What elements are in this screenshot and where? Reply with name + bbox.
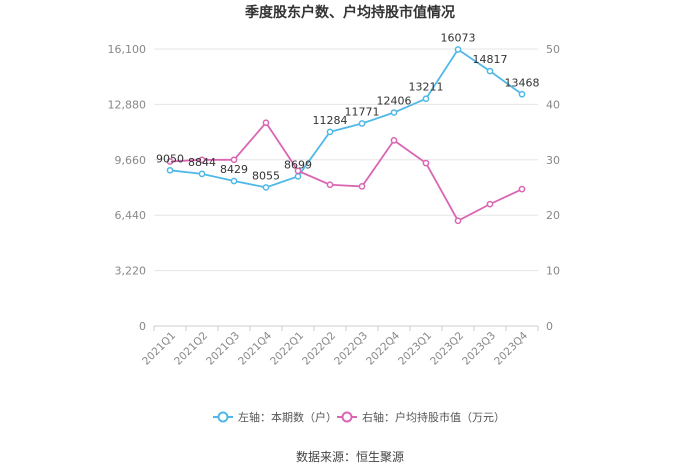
x-tick-label: 2023Q4 — [492, 329, 530, 367]
data-label: 8699 — [284, 158, 312, 171]
x-axis: 2021Q12021Q22021Q32021Q42022Q12022Q22022… — [140, 325, 539, 368]
data-point[interactable] — [262, 184, 270, 191]
legend-marker-icon — [217, 411, 229, 423]
data-point[interactable] — [166, 158, 174, 165]
data-point[interactable] — [326, 128, 334, 136]
data-point[interactable] — [294, 167, 302, 175]
data-point[interactable] — [422, 159, 430, 167]
right-tick-label: 50 — [546, 43, 560, 56]
data-point[interactable] — [454, 46, 462, 53]
data-point[interactable] — [262, 119, 270, 127]
data-point[interactable] — [518, 90, 526, 98]
x-tick-label: 2021Q1 — [140, 330, 178, 368]
left-axis: 0 3,220 6,440 9,660 12,880 16,100 — [108, 43, 147, 333]
data-label: 12406 — [377, 95, 412, 108]
right-axis: 0 10 20 30 40 50 — [546, 43, 560, 333]
left-tick-label: 6,440 — [115, 209, 147, 222]
x-tick-label: 2021Q2 — [172, 330, 210, 368]
right-tick-label: 30 — [546, 154, 560, 167]
data-label: 13211 — [409, 81, 444, 94]
data-point[interactable] — [486, 200, 494, 208]
right-tick-label: 40 — [546, 98, 560, 111]
legend-marker-icon — [341, 411, 353, 423]
x-tick-label: 2021Q3 — [204, 330, 242, 368]
x-tick-label: 2023Q1 — [396, 330, 434, 368]
data-point[interactable] — [486, 67, 494, 75]
left-tick-label: 9,660 — [115, 154, 147, 167]
chart-title: 季度股东户数、户均持股市值情况 — [244, 4, 455, 21]
data-point[interactable] — [390, 109, 398, 116]
left-tick-label: 3,220 — [115, 265, 147, 278]
x-tick-label: 2022Q4 — [364, 329, 402, 367]
legend-item-series-2[interactable]: 右轴：户均持股市值（万元） — [337, 410, 505, 424]
x-tick-label: 2021Q4 — [236, 329, 274, 367]
data-point[interactable] — [294, 172, 302, 180]
left-tick-label: 16,100 — [108, 43, 147, 56]
data-label: 8429 — [220, 163, 248, 176]
series-line-1 — [169, 48, 523, 189]
x-tick-label: 2022Q2 — [300, 330, 338, 368]
legend[interactable]: 左轴：本期数（户） 右轴：户均持股市值（万元） — [213, 410, 505, 424]
left-tick-label: 12,880 — [108, 98, 147, 111]
data-point[interactable] — [198, 156, 206, 164]
legend-item-series-1[interactable]: 左轴：本期数（户） — [213, 410, 337, 424]
legend-label-series-2: 右轴：户均持股市值（万元） — [362, 410, 505, 424]
source-text: 数据来源：恒生聚源 — [296, 449, 404, 464]
right-tick-label: 10 — [546, 265, 560, 278]
legend-label-series-1: 左轴：本期数（户） — [238, 410, 337, 424]
series-layer — [166, 46, 526, 225]
data-label: 8055 — [252, 169, 280, 182]
right-tick-label: 20 — [546, 209, 560, 222]
data-point[interactable] — [390, 137, 398, 144]
data-point[interactable] — [422, 95, 430, 103]
data-label: 11771 — [345, 105, 380, 118]
x-tick-label: 2022Q3 — [332, 330, 370, 368]
data-point[interactable] — [166, 166, 174, 174]
data-label: 9050 — [156, 152, 184, 165]
series-line-2 — [169, 121, 523, 222]
right-tick-label: 0 — [546, 320, 553, 333]
data-label: 16073 — [441, 31, 476, 44]
data-label: 11284 — [313, 114, 348, 127]
data-point[interactable] — [326, 181, 334, 189]
data-point[interactable] — [230, 156, 238, 164]
data-point[interactable] — [198, 170, 206, 178]
data-label: 8844 — [188, 156, 216, 169]
data-point[interactable] — [454, 217, 462, 225]
grid — [154, 48, 538, 327]
data-point[interactable] — [230, 177, 238, 185]
data-point[interactable] — [358, 183, 366, 190]
left-tick-label: 0 — [139, 320, 146, 333]
x-tick-label: 2023Q3 — [460, 330, 498, 368]
x-tick-label: 2022Q1 — [268, 330, 306, 368]
data-label: 14817 — [473, 53, 508, 66]
data-point[interactable] — [518, 185, 526, 193]
x-tick-label: 2023Q2 — [428, 330, 466, 368]
data-labels: 9050 8844 8429 8055 8699 11284117711240613211… — [156, 31, 540, 182]
data-point[interactable] — [358, 120, 366, 127]
data-label: 13468 — [505, 76, 540, 89]
